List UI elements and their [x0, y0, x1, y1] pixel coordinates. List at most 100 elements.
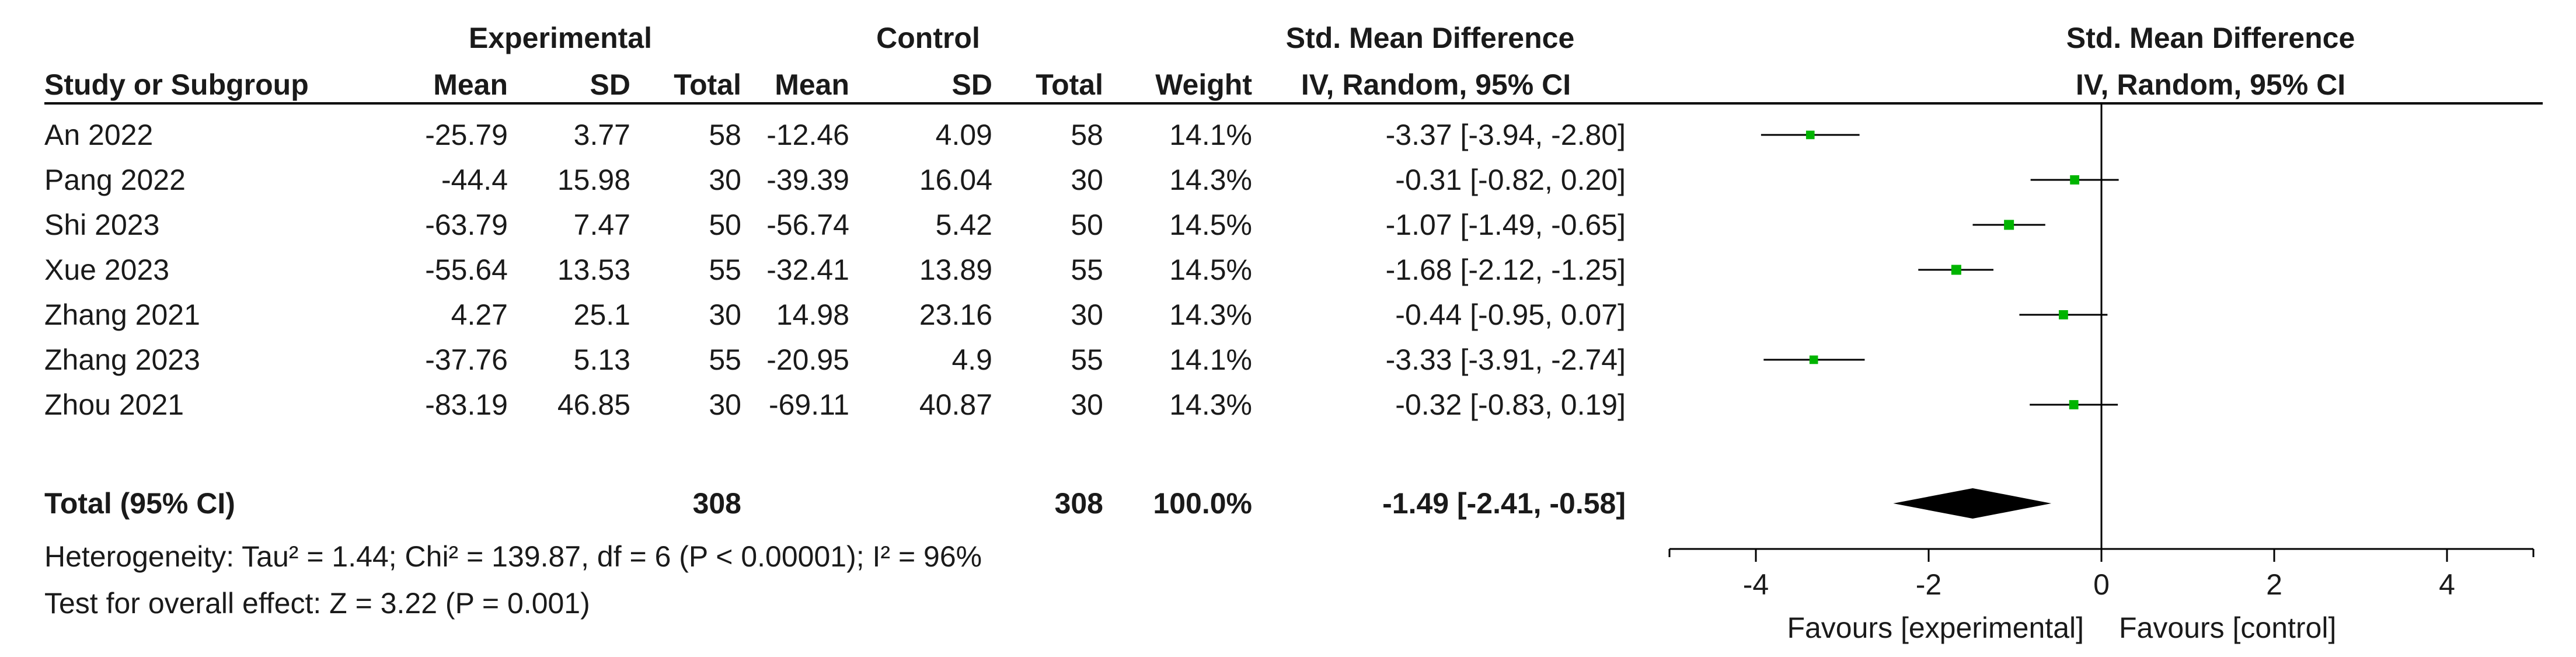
weight-value: 14.1%: [1169, 119, 1252, 151]
column-header-ctl-mean: Mean: [775, 68, 849, 101]
exp-sd-value: 46.85: [557, 388, 630, 421]
exp-sd-value: 25.1: [573, 298, 630, 331]
point-estimate: [1951, 265, 1961, 275]
column-header-ctl-sd: SD: [951, 68, 992, 101]
ctl-sd-value: 5.42: [935, 208, 992, 241]
ctl-mean-value: -32.41: [766, 253, 849, 286]
total-label: Total (95% CI): [44, 487, 235, 520]
ctl-sd-value: 13.89: [919, 253, 992, 286]
column-header-exp-total: Total: [674, 68, 741, 101]
ctl-sd-value: 23.16: [919, 298, 992, 331]
ctl-sd-value: 16.04: [919, 164, 992, 196]
x-tick-label: -4: [1743, 568, 1769, 601]
ctl-mean-value: -20.95: [766, 343, 849, 376]
x-tick-label: 4: [2439, 568, 2455, 601]
study-name: Pang 2022: [44, 164, 186, 196]
exp-mean-value: -55.64: [425, 253, 508, 286]
ctl-total-value: 30: [1071, 298, 1103, 331]
x-tick-label: 0: [2093, 568, 2110, 601]
exp-mean-value: -37.76: [425, 343, 508, 376]
ctl-mean-value: -39.39: [766, 164, 849, 196]
exp-total-value: 50: [709, 208, 741, 241]
control-group-header: Control: [876, 22, 980, 54]
ctl-mean-value: -69.11: [768, 388, 849, 421]
study-name: Zhou 2021: [44, 388, 184, 421]
exp-mean-value: -83.19: [425, 388, 508, 421]
effect-group-header: Std. Mean Difference: [1285, 22, 1575, 54]
total-ci: -1.49 [-2.41, -0.58]: [1382, 487, 1626, 520]
ci-value: -0.44 [-0.95, 0.07]: [1395, 298, 1626, 331]
x-tick-label: 2: [2266, 568, 2282, 601]
pooled-diamond: [1893, 488, 2052, 519]
column-header-ci: IV, Random, 95% CI: [1301, 68, 1571, 101]
x-tick-label: -2: [1916, 568, 1941, 601]
point-estimate: [1805, 130, 1815, 140]
point-estimate: [2070, 175, 2080, 185]
exp-sd-value: 7.47: [573, 208, 630, 241]
point-estimate: [2004, 220, 2014, 230]
favours-right-label: Favours [control]: [2119, 611, 2336, 644]
exp-total-value: 55: [709, 253, 741, 286]
heterogeneity-stats: Heterogeneity: Tau² = 1.44; Chi² = 139.8…: [44, 540, 982, 573]
total-weight: 100.0%: [1153, 487, 1252, 520]
exp-sd-value: 15.98: [557, 164, 630, 196]
weight-value: 14.5%: [1169, 208, 1252, 241]
ctl-total-value: 58: [1071, 119, 1103, 151]
plot-title: Std. Mean Difference: [2066, 22, 2355, 54]
ctl-mean-value: -12.46: [766, 119, 849, 151]
study-name: Shi 2023: [44, 208, 160, 241]
exp-mean-value: 4.27: [451, 298, 508, 331]
plot-subtitle: IV, Random, 95% CI: [2075, 68, 2346, 101]
weight-value: 14.1%: [1169, 343, 1252, 376]
column-header-study: Study or Subgroup: [44, 68, 309, 101]
ctl-mean-value: 14.98: [776, 298, 849, 331]
ctl-total-value: 55: [1071, 343, 1103, 376]
ctl-sd-value: 40.87: [919, 388, 992, 421]
exp-total-value: 55: [709, 343, 741, 376]
column-header-exp-mean: Mean: [433, 68, 508, 101]
point-estimate: [2069, 400, 2079, 409]
study-name: Xue 2023: [44, 253, 170, 286]
overall-effect-test: Test for overall effect: Z = 3.22 (P = 0…: [44, 587, 590, 620]
ctl-sd-value: 4.9: [951, 343, 992, 376]
ctl-mean-value: -56.74: [766, 208, 849, 241]
ci-value: -3.33 [-3.91, -2.74]: [1385, 343, 1626, 376]
exp-total-value: 30: [709, 388, 741, 421]
point-estimate: [1809, 355, 1818, 364]
exp-sd-value: 3.77: [573, 119, 630, 151]
ctl-sd-value: 4.09: [935, 119, 992, 151]
ci-value: -0.31 [-0.82, 0.20]: [1395, 164, 1626, 196]
header-divider: [44, 102, 2543, 105]
study-name: An 2022: [44, 119, 154, 151]
point-estimate: [2058, 310, 2068, 319]
weight-value: 14.3%: [1169, 388, 1252, 421]
exp-mean-value: -63.79: [425, 208, 508, 241]
exp-total-value: 58: [709, 119, 741, 151]
total-exp-n: 308: [692, 487, 741, 520]
exp-sd-value: 5.13: [573, 343, 630, 376]
column-header-weight: Weight: [1155, 68, 1252, 101]
exp-total-value: 30: [709, 164, 741, 196]
ctl-total-value: 30: [1071, 388, 1103, 421]
ci-value: -1.07 [-1.49, -0.65]: [1385, 208, 1626, 241]
column-header-exp-sd: SD: [590, 68, 630, 101]
study-name: Zhang 2023: [44, 343, 200, 376]
weight-value: 14.3%: [1169, 298, 1252, 331]
experimental-group-header: Experimental: [468, 22, 652, 54]
exp-mean-value: -25.79: [425, 119, 508, 151]
exp-mean-value: -44.4: [441, 164, 508, 196]
ctl-total-value: 50: [1071, 208, 1103, 241]
exp-sd-value: 13.53: [557, 253, 630, 286]
weight-value: 14.3%: [1169, 164, 1252, 196]
ctl-total-value: 55: [1071, 253, 1103, 286]
column-header-ctl-total: Total: [1036, 68, 1103, 101]
weight-value: 14.5%: [1169, 253, 1252, 286]
ci-value: -1.68 [-2.12, -1.25]: [1385, 253, 1626, 286]
study-name: Zhang 2021: [44, 298, 200, 331]
ctl-total-value: 30: [1071, 164, 1103, 196]
exp-total-value: 30: [709, 298, 741, 331]
ci-value: -3.37 [-3.94, -2.80]: [1385, 119, 1626, 151]
ci-value: -0.32 [-0.83, 0.19]: [1395, 388, 1626, 421]
total-ctl-n: 308: [1054, 487, 1103, 520]
